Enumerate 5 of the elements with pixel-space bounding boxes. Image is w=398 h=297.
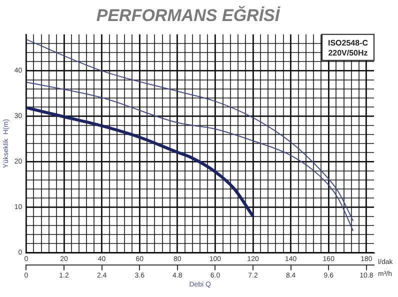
annotation: ISO2548-C [328, 38, 368, 48]
line-series [26, 82, 354, 232]
annotation: 220V/50Hz [328, 48, 368, 58]
line-series [26, 106, 255, 218]
chart-title: PERFORMANS EĞRİSİ [96, 4, 281, 25]
